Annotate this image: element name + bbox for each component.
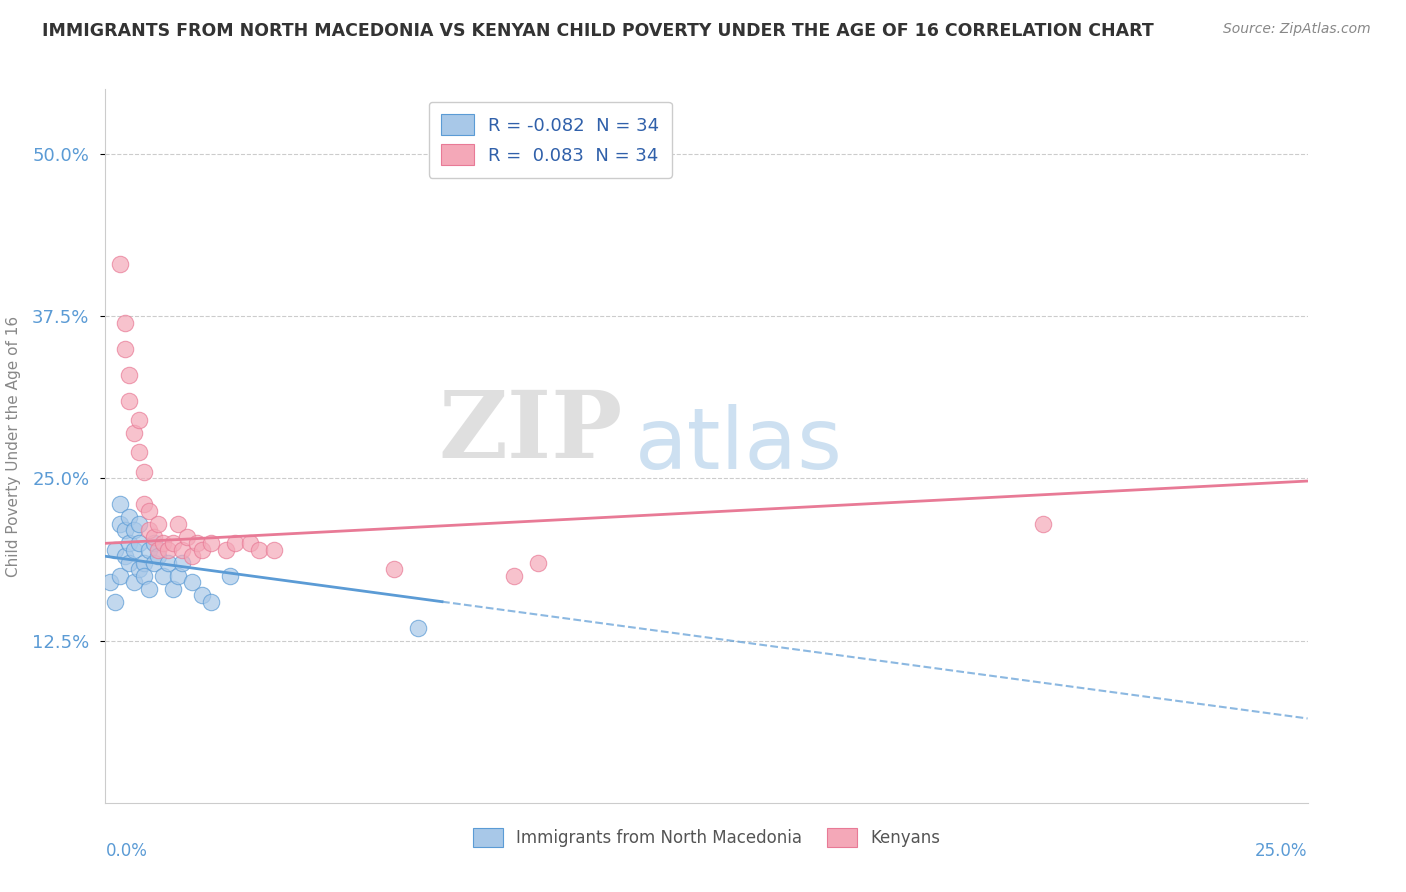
Point (148, 549, 170, 564)
Point (148, 516, 170, 531)
Point (382, 562, 405, 576)
Point (406, 621, 429, 635)
Point (118, 368, 141, 382)
Point (186, 536, 208, 550)
Point (176, 530, 198, 544)
Point (190, 588, 212, 602)
Point (128, 413, 150, 427)
Point (108, 257, 131, 271)
Point (1032, 516, 1054, 531)
Text: atlas: atlas (634, 404, 842, 488)
Point (166, 516, 188, 531)
Point (527, 556, 550, 570)
Point (124, 575, 146, 590)
Point (138, 582, 160, 596)
Point (166, 568, 188, 582)
Point (172, 542, 194, 557)
Point (132, 497, 155, 511)
Point (114, 342, 136, 356)
Point (128, 536, 150, 550)
Point (148, 542, 170, 557)
Point (138, 524, 160, 538)
Point (181, 549, 204, 564)
Point (156, 556, 179, 570)
Point (128, 562, 150, 576)
Text: ZIP: ZIP (439, 387, 623, 476)
Point (200, 595, 222, 609)
Point (128, 516, 150, 531)
Point (142, 556, 165, 570)
Text: 0.0%: 0.0% (105, 842, 148, 860)
Legend: Immigrants from North Macedonia, Kenyans: Immigrants from North Macedonia, Kenyans (464, 819, 949, 855)
Point (98, 575, 121, 590)
Point (118, 393, 141, 408)
Text: Source: ZipAtlas.com: Source: ZipAtlas.com (1223, 22, 1371, 37)
Point (239, 536, 262, 550)
Point (172, 556, 194, 570)
Point (219, 568, 242, 582)
Point (114, 549, 136, 564)
Text: 25.0%: 25.0% (1256, 842, 1308, 860)
Point (108, 516, 131, 531)
Point (128, 445, 150, 459)
Point (124, 542, 146, 557)
Point (104, 542, 127, 557)
Text: IMMIGRANTS FROM NORTH MACEDONIA VS KENYAN CHILD POVERTY UNDER THE AGE OF 16 CORR: IMMIGRANTS FROM NORTH MACEDONIA VS KENYA… (42, 22, 1154, 40)
Point (118, 536, 141, 550)
Point (104, 595, 127, 609)
Point (132, 568, 155, 582)
Point (118, 556, 141, 570)
Y-axis label: Child Poverty Under the Age of 16: Child Poverty Under the Age of 16 (6, 316, 21, 576)
Point (108, 568, 131, 582)
Point (132, 465, 155, 479)
Point (124, 425, 146, 440)
Point (214, 542, 236, 557)
Point (132, 556, 155, 570)
Point (200, 536, 222, 550)
Point (263, 542, 285, 557)
Point (190, 542, 212, 557)
Point (108, 497, 131, 511)
Point (118, 510, 141, 524)
Point (224, 536, 246, 550)
Point (247, 542, 270, 557)
Point (162, 536, 184, 550)
Point (114, 524, 136, 538)
Point (114, 316, 136, 330)
Point (142, 530, 165, 544)
Point (152, 536, 174, 550)
Point (156, 542, 179, 557)
Point (138, 504, 160, 518)
Point (162, 582, 184, 596)
Point (152, 568, 174, 582)
Point (124, 524, 146, 538)
Point (142, 536, 165, 550)
Point (138, 542, 160, 557)
Point (181, 575, 204, 590)
Point (503, 568, 526, 582)
